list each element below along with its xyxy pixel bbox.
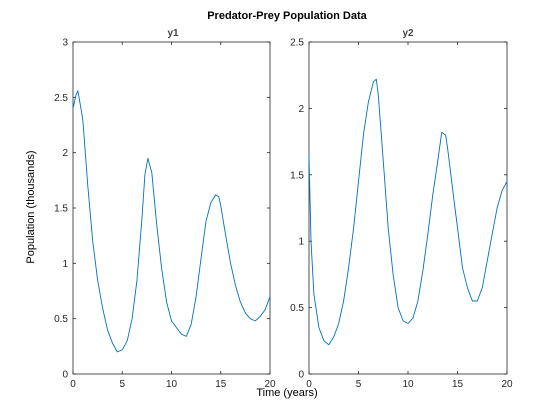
- panel-subtitle: y1: [167, 28, 179, 39]
- y-tick-label: 1: [62, 259, 68, 270]
- y-tick-label: 0: [62, 370, 68, 381]
- y-tick-label: 1.5: [290, 170, 304, 181]
- x-axis-label: Time (years): [256, 387, 317, 399]
- plot-area: [308, 41, 508, 375]
- y-tick-label: 0.5: [54, 314, 68, 325]
- y-tick-label: 0.5: [290, 303, 304, 314]
- y-tick-label: 2: [298, 104, 304, 115]
- series-line: [72, 90, 271, 353]
- y-axis-label: Population (thousands): [25, 150, 37, 263]
- panel-y1: y1 0 5 10 15 20 0 0.5 1 1.5 2 2.5 3: [54, 28, 276, 390]
- chart-title: Predator-Prey Population Data: [207, 10, 367, 22]
- x-tick-label: 5: [356, 379, 362, 390]
- y-tick-label: 3: [62, 38, 68, 49]
- y-tick-label: 2.5: [290, 38, 304, 49]
- panel-subtitle: y2: [402, 28, 414, 39]
- x-tick-label: 10: [166, 379, 178, 390]
- y-tick-label: 2.5: [54, 93, 68, 104]
- x-tick-label: 15: [215, 379, 227, 390]
- series-line: [308, 78, 508, 346]
- panel-y2: y2 0 5 10 15 20 0 0.5 1 1.5 2 2.5: [290, 28, 513, 390]
- x-tick-label: 0: [306, 379, 312, 390]
- plot-area: [72, 41, 271, 375]
- y-tick-label: 1.5: [54, 204, 68, 215]
- x-tick-label: 20: [264, 379, 276, 390]
- x-tick-label: 20: [501, 379, 513, 390]
- y-tick-label: 1: [298, 237, 304, 248]
- y-tick-label: 0: [298, 370, 304, 381]
- y-tick-label: 2: [62, 148, 68, 159]
- x-tick-label: 0: [70, 379, 76, 390]
- x-tick-label: 5: [119, 379, 125, 390]
- x-tick-label: 15: [452, 379, 464, 390]
- x-tick-label: 10: [402, 379, 414, 390]
